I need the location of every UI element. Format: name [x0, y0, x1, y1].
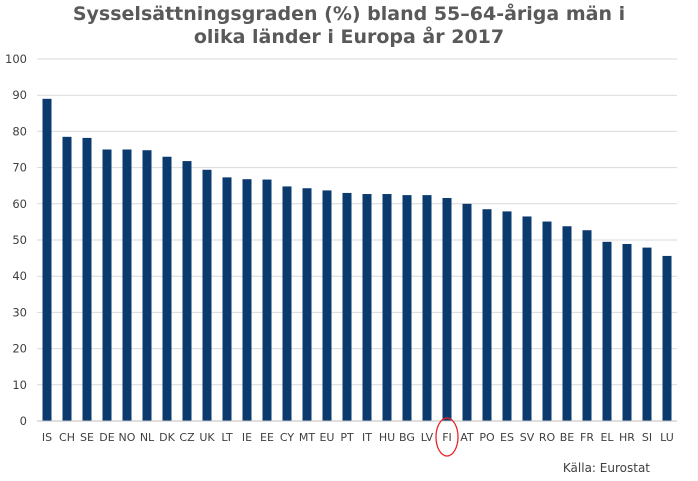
- bar-pt: [342, 192, 352, 421]
- x-tick-label: SE: [80, 431, 94, 444]
- gridlines: [37, 58, 677, 386]
- x-tick-label: FR: [580, 431, 594, 444]
- bar-bg: [402, 195, 412, 421]
- x-tick-label: DK: [159, 431, 175, 444]
- bar-is: [42, 98, 52, 421]
- x-tick-label: EE: [260, 431, 274, 444]
- x-tick-label: BE: [560, 431, 575, 444]
- x-tick-label: PO: [479, 431, 495, 444]
- bar-ee: [262, 179, 272, 421]
- y-tick-label: 20: [12, 342, 27, 356]
- x-tick-label: LT: [221, 431, 233, 444]
- chart-title-line-1: Sysselsättningsgraden (%) bland 55–64-år…: [73, 1, 625, 25]
- x-tick-label: SI: [642, 431, 652, 444]
- x-tick-label: LU: [660, 431, 674, 444]
- x-tick-label: FI: [442, 431, 452, 444]
- x-tick-label: RO: [539, 431, 556, 444]
- x-tick-label: SV: [520, 431, 535, 444]
- x-tick-label: EL: [600, 431, 614, 444]
- x-tick-label: UK: [199, 431, 215, 444]
- x-tick-label: ES: [500, 431, 514, 444]
- highlight-circle: [435, 417, 459, 457]
- bar-el: [602, 241, 612, 421]
- x-tick-label: HU: [379, 431, 395, 444]
- bar-hr: [622, 243, 632, 421]
- x-tick-label: IT: [362, 431, 372, 444]
- bar-sv: [522, 216, 532, 421]
- bar-lt: [222, 177, 232, 421]
- bars: [42, 98, 672, 422]
- x-tick-label: PT: [340, 431, 354, 444]
- bar-nl: [142, 150, 152, 421]
- bar-uk: [202, 169, 212, 421]
- y-tick-label: 80: [12, 124, 27, 138]
- y-tick-label: 50: [12, 233, 27, 247]
- y-tick-label: 40: [12, 269, 27, 283]
- bar-lu: [662, 255, 672, 421]
- bar-ch: [62, 136, 72, 421]
- bar-es: [502, 211, 512, 421]
- bar-po: [482, 209, 492, 421]
- bar-cz: [182, 161, 192, 422]
- x-tick-label: NL: [140, 431, 155, 444]
- bar-hu: [382, 194, 392, 421]
- y-tick-label: 10: [12, 378, 27, 392]
- bar-se: [82, 137, 92, 421]
- x-tick-label: CZ: [179, 431, 195, 444]
- x-tick-label: HR: [619, 431, 635, 444]
- x-tick-label: IS: [42, 431, 52, 444]
- x-tick-label: AT: [460, 431, 474, 444]
- bar-ro: [542, 221, 552, 421]
- bar-cy: [282, 186, 292, 421]
- bar-at: [462, 203, 472, 421]
- x-tick-label: CY: [280, 431, 294, 444]
- bar-be: [562, 226, 572, 421]
- y-tick-label: 60: [12, 197, 27, 211]
- x-tick-label: NO: [119, 431, 136, 444]
- x-tick-label: EU: [319, 431, 334, 444]
- x-tick-label: LV: [421, 431, 434, 444]
- bar-si: [642, 247, 652, 421]
- x-tick-label: BG: [399, 431, 415, 444]
- y-tick-label: 100: [5, 52, 27, 66]
- bar-mt: [302, 188, 312, 421]
- source-note: Källa: Eurostat: [563, 461, 650, 475]
- bar-fr: [582, 230, 592, 421]
- bar-ie: [242, 179, 252, 421]
- chart-title-line-2: olika länder i Europa år 2017: [194, 24, 504, 48]
- bar-fi: [442, 198, 452, 421]
- bar-eu: [322, 190, 332, 421]
- y-tick-label: 90: [12, 88, 27, 102]
- y-tick-label: 70: [12, 161, 27, 175]
- y-axis-ticks: 0 10 20 30 40 50 60 70 80 90 100: [5, 52, 27, 428]
- x-tick-label: IE: [242, 431, 252, 444]
- x-tick-label: MT: [299, 431, 315, 444]
- x-axis-labels: IS CH SE DE NO NL DK CZ UK LT IE EE CY MT EU PT IT HU BG LV…: [42, 431, 674, 444]
- y-tick-label: 0: [20, 414, 27, 428]
- y-tick-label: 30: [12, 305, 27, 319]
- x-tick-label: CH: [59, 431, 75, 444]
- bar-no: [122, 149, 132, 421]
- bar-it: [362, 194, 372, 421]
- bar-de: [102, 149, 112, 421]
- bar-lv: [422, 195, 432, 421]
- x-tick-label: DE: [99, 431, 114, 444]
- bar-dk: [162, 156, 172, 422]
